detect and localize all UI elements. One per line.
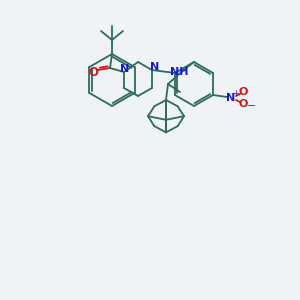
Text: NH: NH: [170, 67, 188, 77]
Text: O: O: [238, 99, 248, 109]
Text: O: O: [88, 65, 98, 79]
Text: +: +: [232, 88, 239, 98]
Text: N: N: [226, 93, 236, 103]
Text: N: N: [120, 64, 130, 74]
Text: O: O: [238, 87, 248, 97]
Text: N: N: [150, 62, 160, 72]
Text: −: −: [246, 101, 256, 111]
